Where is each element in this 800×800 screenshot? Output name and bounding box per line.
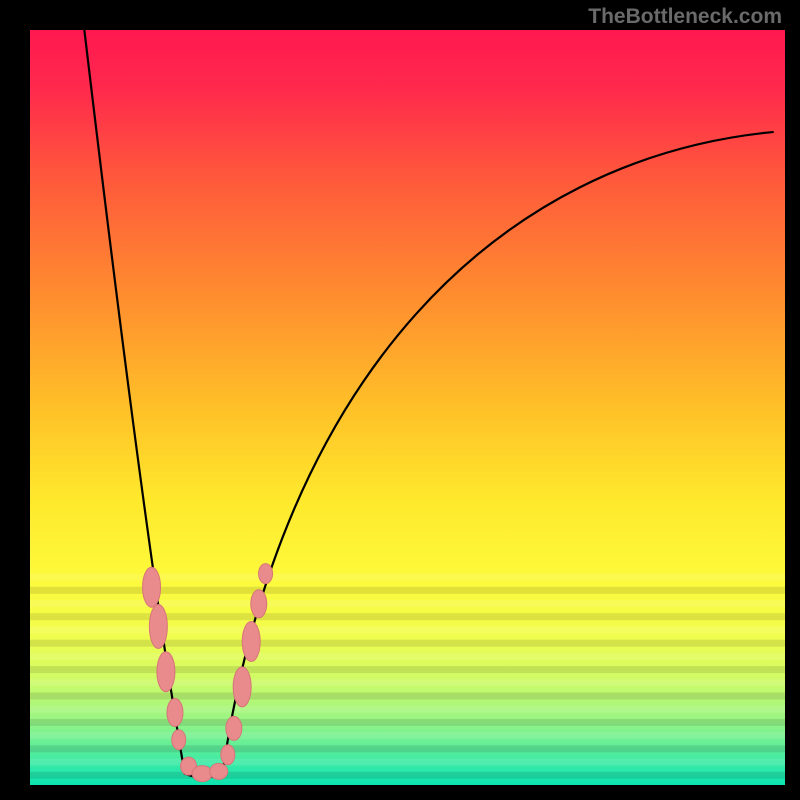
bottleneck-curve [84,30,773,777]
data-marker [149,604,167,648]
plot-area [30,30,785,785]
marker-group [143,564,273,782]
data-marker [242,622,260,662]
data-marker [233,667,251,707]
data-marker [221,745,235,765]
data-marker [210,763,228,779]
data-marker [226,716,242,740]
data-marker [143,567,161,607]
data-marker [167,699,183,727]
watermark-text: TheBottleneck.com [588,5,782,29]
data-marker [192,766,212,782]
data-marker [172,730,186,750]
data-marker [259,564,273,584]
curve-layer [30,30,785,785]
data-marker [157,652,175,692]
data-marker [251,590,267,618]
chart-container: TheBottleneck.com [0,0,800,800]
